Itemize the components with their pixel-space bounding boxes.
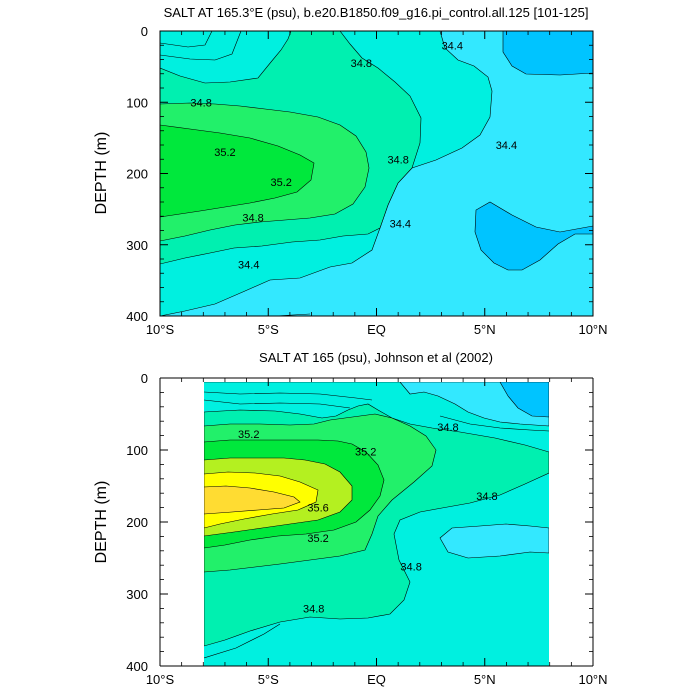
top-contour-line <box>272 313 311 316</box>
y-tick-label: 200 <box>126 167 148 182</box>
contour-label: 35.2 <box>238 429 259 441</box>
contour-label: 34.8 <box>351 58 372 70</box>
contour-label: 34.8 <box>437 422 458 434</box>
bottom-34-4-shallow <box>204 382 549 427</box>
top-contour-line <box>160 31 213 48</box>
top-panel: SALT AT 165.3°E (psu), b.e20.B1850.f09_g… <box>93 5 608 337</box>
contour-label: 34.8 <box>387 154 408 166</box>
x-tick-label: 10°S <box>146 322 175 337</box>
top-axes: 10°S 5°S EQ 5°N 10°N 0 100 200 300 400 <box>126 24 607 337</box>
bottom-axes: 10°S 5°S EQ 5°N 10°N 0 100 200 300 400 <box>126 371 607 687</box>
top-deep-blue-upright <box>502 31 593 76</box>
contour-label: 34.8 <box>303 603 324 615</box>
x-tick-label: 10°N <box>578 672 607 687</box>
x-tick-label: 5°S <box>258 322 279 337</box>
top-title: SALT AT 165.3°E (psu), b.e20.B1850.f09_g… <box>164 5 589 20</box>
contour-label: 35.2 <box>307 533 328 545</box>
y-tick-label: 100 <box>126 443 148 458</box>
contour-label: 35.2 <box>271 177 292 189</box>
x-tick-label: 5°N <box>474 672 496 687</box>
contour-label: 34.4 <box>238 260 259 272</box>
y-tick-label: 400 <box>126 659 148 674</box>
contour-label: 34.8 <box>190 97 211 109</box>
bottom-contour-labels: 35.2 35.2 34.8 35.6 34.8 35.2 34.8 34.8 <box>238 422 498 615</box>
bottom-35-8-core <box>204 485 301 515</box>
y-tick-label: 400 <box>126 309 148 324</box>
bottom-contour-line <box>204 623 281 659</box>
contour-label: 34.4 <box>442 40 463 52</box>
bottom-contour-line <box>204 399 351 409</box>
bottom-contour-fill <box>204 382 549 666</box>
contour-label: 34.8 <box>242 213 263 225</box>
bottom-y-axis-label: DEPTH (m) <box>93 481 110 564</box>
y-tick-label: 300 <box>126 587 148 602</box>
contour-label: 35.2 <box>355 446 376 458</box>
x-tick-label: EQ <box>367 322 386 337</box>
y-tick-label: 300 <box>126 238 148 253</box>
contour-label: 34.4 <box>496 140 517 152</box>
top-contour-line <box>160 31 242 61</box>
contour-label: 34.8 <box>400 562 421 574</box>
contour-label: 34.8 <box>476 491 497 503</box>
contour-label: 35.6 <box>307 503 328 515</box>
contour-label: 35.2 <box>214 147 235 159</box>
top-y-axis-label: DEPTH (m) <box>93 132 110 215</box>
top-deep-blue-right <box>474 201 593 271</box>
bottom-34-2-corner <box>499 382 549 418</box>
contour-label: 34.4 <box>390 218 411 230</box>
y-tick-label: 100 <box>126 95 148 110</box>
y-tick-label: 0 <box>141 371 148 386</box>
x-tick-label: EQ <box>367 672 386 687</box>
y-tick-label: 0 <box>141 24 148 39</box>
bottom-34-4-deep <box>439 523 549 559</box>
bottom-contour-line <box>439 415 549 432</box>
x-tick-label: 5°N <box>474 322 496 337</box>
bottom-contour-line <box>204 391 373 401</box>
top-contour-fill <box>160 31 593 316</box>
top-contour-labels: 34.8 34.8 34.4 35.2 35.2 34.8 34.4 34.8 34.4 34.4 <box>190 40 517 271</box>
y-tick-label: 200 <box>126 515 148 530</box>
x-tick-label: 10°S <box>146 672 175 687</box>
x-tick-label: 10°N <box>578 322 607 337</box>
x-tick-label: 5°S <box>258 672 279 687</box>
bottom-panel: SALT AT 165 (psu), Johnson et al (2002) … <box>93 350 608 687</box>
bottom-title: SALT AT 165 (psu), Johnson et al (2002) <box>259 350 493 365</box>
top-35-2-core <box>160 124 315 218</box>
